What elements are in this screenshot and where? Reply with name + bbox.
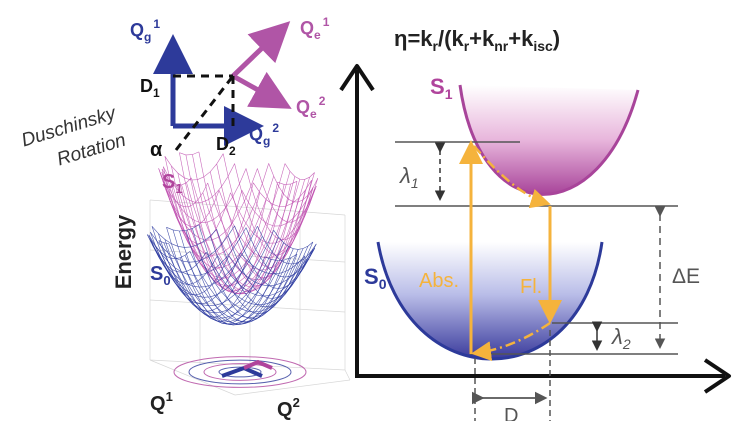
contour-projection [173,356,307,388]
s0-mesh-line [189,241,314,318]
s0-mesh-line [155,237,279,314]
s0-mesh-line [168,243,299,326]
surface-s1-label: S1 [162,171,183,196]
qe1-label: Qe1 [300,15,330,42]
surface-s0-label: S0 [150,263,171,288]
contour-ring [188,359,292,385]
grid-line [149,249,346,263]
s1-mesh-line [241,187,314,227]
s0-mesh-line [158,240,289,323]
energy-axis-label: Energy [111,214,136,289]
s1-mesh-line [161,168,247,223]
s1-mesh-line [181,179,305,295]
s0-mesh-line [151,236,263,298]
qe1-axis-arrow [231,21,291,78]
coordinate-axis-arrowhead [703,358,731,394]
qe2-label: Qe2 [296,94,326,121]
fluorescence-label: Fl. [520,276,542,298]
contour-excited-axes [243,359,273,370]
energy-axis-arrowhead [339,64,375,92]
d2-label: D2 [216,134,236,158]
s1-surface-mesh [158,151,319,295]
s0-mesh-line [150,225,235,263]
grid-line [344,369,351,381]
grid-line [149,199,346,216]
s1-mesh-line [253,180,312,207]
s1-mesh-line [166,171,291,287]
s1-potential-well [460,85,638,195]
s0-mesh-line [217,248,315,297]
s1-mesh-line [158,163,269,256]
lambda2-label: λ2 [611,324,631,352]
s1-mesh-line [230,188,315,244]
s0-mesh-line [147,226,258,288]
s1-mesh-line [277,181,298,185]
s0-mesh-line [201,250,312,313]
efficiency-equation: η=kr/(kr+knr+kisc) [394,26,560,54]
lambda1-label: λ1 [399,163,419,191]
delta-e-label: ΔE [672,265,700,288]
s0-mesh-line [228,249,314,287]
s0-mesh-line [151,226,217,248]
q1-axis-label: Q1 [150,389,173,415]
s1-mesh-line [164,153,224,181]
contour-ring [173,356,307,388]
s1-mesh-line [179,151,200,156]
qg2-label: Qg2 [249,121,279,148]
s0-mesh-line [240,252,306,275]
s0-relaxation-path [471,321,551,362]
q2-axis-label: Q2 [277,395,300,421]
qe2-axis-arrow [231,71,292,109]
absorption-label: Abs. [419,270,459,292]
s0-mesh-line [148,227,247,276]
qg1-label: Qg1 [130,17,160,44]
s0-mesh-line [205,243,317,306]
s0-mesh-line [184,245,309,322]
duschinsky-schematic: Duschinsky Rotation Qg1 Qe1 Qe2 Qg2 D1 [19,15,330,170]
s1-mesh-line [161,163,286,279]
s0-mesh-line [166,224,200,232]
s1-mesh-line [159,168,258,241]
energy-diagram: λ1 ΔE λ2 Abs. Fl. S1 S0 D [339,64,731,421]
s0-surface-mesh [147,224,317,326]
contour-ring [203,363,277,381]
displacement-dashed [174,75,235,151]
s1-relaxation-path [473,145,551,209]
s1-mesh-line [179,152,278,293]
surface-plot: Energy S1 S0 Q1 Q2 [111,151,351,421]
d-label: D [504,405,518,421]
s0-mesh-line [264,254,298,261]
alpha-label: α [150,139,163,161]
grid-line [234,379,351,396]
energy-s0-label: S0 [364,264,387,292]
contour-ring [218,366,262,378]
s1-mesh-line [284,163,315,180]
s0-mesh-line [150,230,274,307]
s1-mesh-line [171,176,296,292]
grid-line [149,299,346,313]
grid-line [149,359,236,396]
energy-s1-label: S1 [430,74,453,102]
s0-potential-well [378,242,602,359]
d1-label: D1 [140,76,160,100]
